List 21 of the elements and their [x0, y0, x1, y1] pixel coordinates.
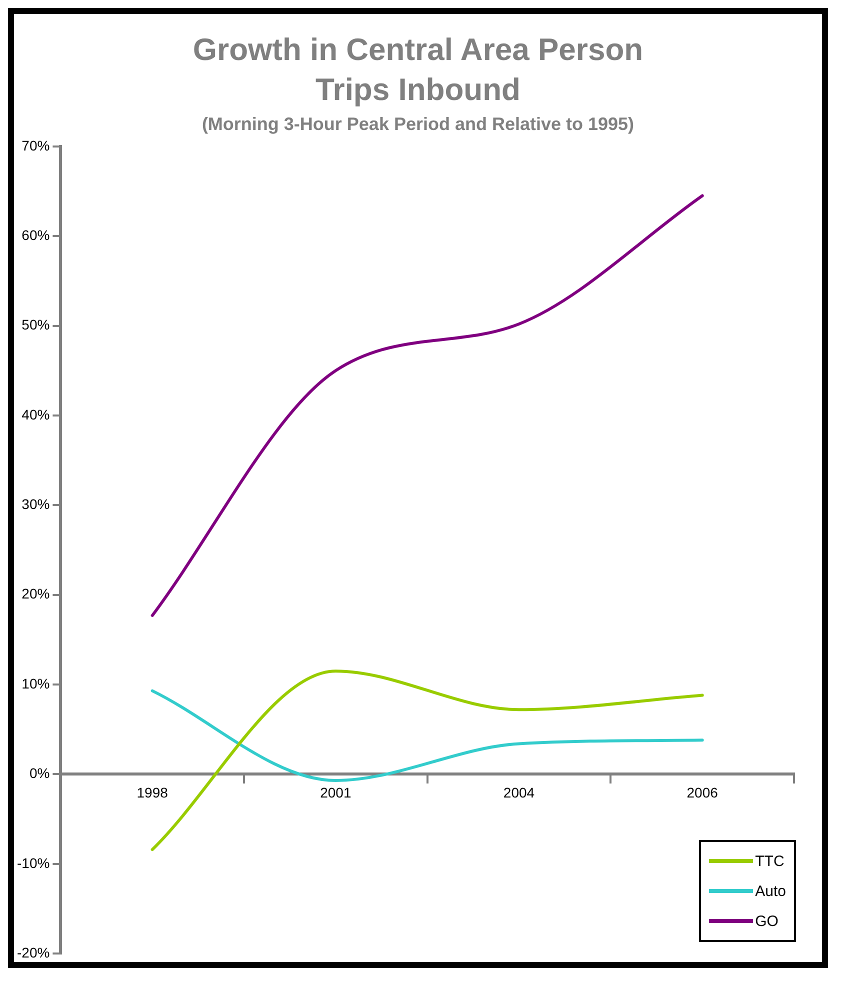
y-tick-label: -10%	[16, 854, 50, 871]
legend-label: Auto	[755, 882, 786, 900]
y-tick-label: 20%	[22, 586, 50, 602]
y-tick-label: 40%	[22, 406, 50, 422]
x-tick-label: 2004	[503, 784, 535, 800]
y-tick-label: 0%	[29, 765, 50, 782]
chart-title: Growth in Central Area Person Trips Inbound	[192, 31, 644, 109]
x-tick-label: 2001	[320, 784, 352, 800]
y-tick-label: 30%	[22, 496, 50, 512]
legend-label: GO	[755, 912, 778, 930]
x-tick-label: 2006	[686, 784, 718, 800]
line-series	[150, 689, 704, 782]
y-tick-label: -20%	[16, 944, 50, 960]
line-series	[150, 194, 704, 617]
x-tick-label: 1998	[136, 784, 168, 800]
legend-label: TTC	[755, 852, 784, 870]
y-tick-label: 10%	[22, 675, 50, 692]
y-tick-label: 50%	[22, 316, 50, 333]
y-tick-label: 70%	[22, 137, 50, 154]
y-tick-label: 60%	[22, 226, 50, 243]
chart-subtitle: (Morning 3-Hour Peak Period and Relative to 1995)	[200, 114, 636, 135]
